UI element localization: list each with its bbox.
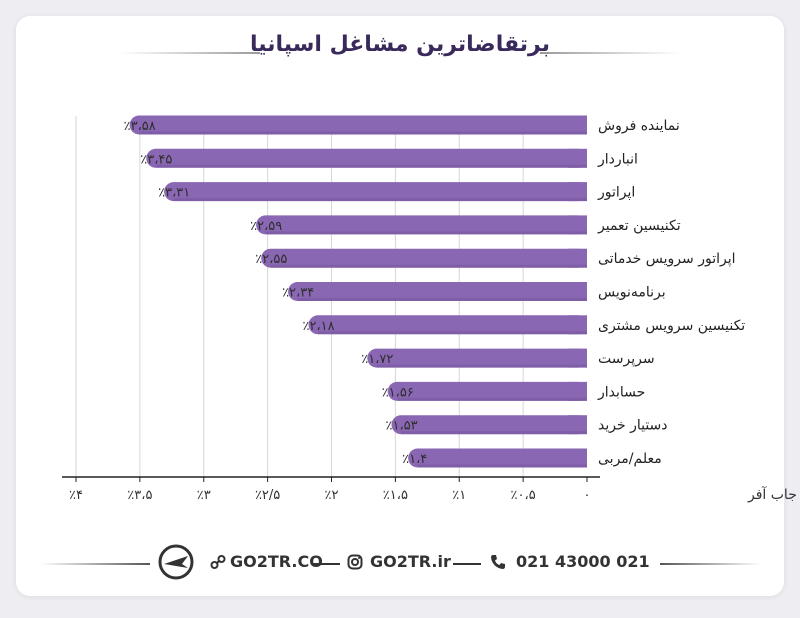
footer-line-right (660, 563, 760, 565)
bar-end (568, 381, 587, 401)
x-tick-label: ٪۱،۵ (383, 488, 408, 503)
bar-end (568, 315, 587, 335)
category-label: برنامه‌نویس (598, 285, 666, 301)
bar (288, 282, 587, 301)
x-tick-label: ٪۲/۵ (255, 488, 280, 503)
x-tick-label: ٪۱ (452, 488, 466, 503)
bar-end (568, 148, 587, 168)
bar-shadow (139, 131, 587, 135)
x-tick-label: ۰ (584, 488, 591, 503)
bar-shadow (155, 164, 587, 168)
value-label: ٪۲،۳۴ (282, 286, 314, 301)
bar-chart: ٪۳،۵۸ نماینده فروش ٪۳،۴۵ انباردار ٪۳،۳۱ اپرات… (62, 115, 800, 503)
x-tick-label: ٪۲ (325, 488, 339, 503)
bar (261, 248, 587, 268)
footer-divider-2 (453, 563, 481, 565)
bar (387, 381, 587, 401)
category-label: سرپرست (598, 351, 655, 367)
bar-end (568, 182, 587, 202)
bar-shadow (397, 397, 587, 401)
value-label: ٪۲،۵۵ (255, 252, 287, 267)
footer: GO2TR.CO GO2TR.ir 021 43000 021 (0, 540, 800, 584)
x-tick-label: ٪۳ (197, 488, 211, 503)
bar (146, 148, 587, 168)
axis-layer: ۰ ٪۰،۵ ٪۱ ٪۱،۵ ٪۲ ٪۲/۵ ٪۳ ٪۳،۵ ٪۴ امکان دریافت جا… (62, 476, 800, 503)
bar (408, 448, 587, 468)
value-label: ٪۳،۴۵ (140, 152, 172, 167)
category-label: نماینده فروش (598, 118, 680, 134)
footer-line-left (40, 563, 150, 565)
value-label: ٪۳،۵۸ (124, 119, 156, 134)
footer-site[interactable]: GO2TR.CO (230, 552, 323, 571)
title-line-left (120, 52, 260, 54)
bar (391, 415, 587, 435)
x-axis-label: امکان دریافت جاب آفر (747, 486, 800, 503)
category-label: حسابدار (597, 384, 645, 400)
chart-title: پرتقاضاترین مشاغل اسپانیا (250, 32, 550, 57)
bar (129, 115, 587, 135)
bar-end (568, 282, 587, 301)
value-label: ٪۲،۵۹ (250, 219, 282, 234)
label-layer: ٪۳،۵۸ نماینده فروش ٪۳،۴۵ انباردار ٪۳،۳۱ اپرات… (124, 118, 746, 467)
bar-end (568, 215, 587, 235)
bar-end (568, 348, 587, 368)
bar-end (568, 448, 587, 468)
category-label: اپراتور سرویس خدماتی (598, 251, 735, 267)
category-label: معلم/مربی (598, 451, 662, 467)
bar-shadow (270, 264, 587, 268)
value-label: ٪۱،۷۲ (361, 352, 393, 367)
category-label: دستیار خرید (598, 418, 668, 434)
category-label: تکنیسین تعمیر (597, 218, 681, 234)
bar-shadow (297, 298, 587, 301)
value-label: ٪۳،۳۱ (158, 186, 190, 201)
logo-plane-icon (158, 544, 194, 580)
chart-card (16, 16, 784, 596)
value-label: ٪۱،۵۳ (386, 419, 418, 434)
value-label: ٪۱،۵۶ (382, 385, 414, 400)
link-icon (210, 555, 226, 569)
category-label: تکنیسین سرویس مشتری (598, 318, 745, 334)
value-label: ٪۲،۱۸ (303, 319, 335, 334)
bar-shadow (173, 198, 587, 202)
bar (308, 315, 587, 335)
bar-end (568, 248, 587, 268)
x-tick-label: ٪۴ (69, 488, 83, 503)
bar-shadow (376, 364, 587, 368)
instagram-icon (347, 554, 363, 570)
footer-instagram[interactable]: GO2TR.ir (370, 552, 451, 571)
bar (164, 182, 587, 202)
bar-shadow (318, 331, 587, 335)
bar-shadow (417, 464, 587, 468)
bar-layer (129, 115, 587, 468)
bar (256, 215, 587, 235)
value-label: ٪۱،۴ (402, 452, 427, 467)
bar (367, 348, 587, 368)
bar-end (568, 415, 587, 435)
bar-shadow (265, 231, 587, 235)
x-tick-label: ٪۰،۵ (511, 488, 536, 503)
phone-icon (491, 555, 505, 569)
category-label: اپراتور (597, 185, 635, 201)
category-label: انباردار (597, 151, 638, 167)
footer-phone[interactable]: 021 43000 021 (516, 552, 650, 571)
x-tick-label: ٪۳،۵ (127, 488, 152, 503)
footer-divider-1 (312, 563, 340, 565)
bar-end (568, 115, 587, 135)
bar-shadow (401, 431, 587, 435)
title-line-right (540, 52, 680, 54)
